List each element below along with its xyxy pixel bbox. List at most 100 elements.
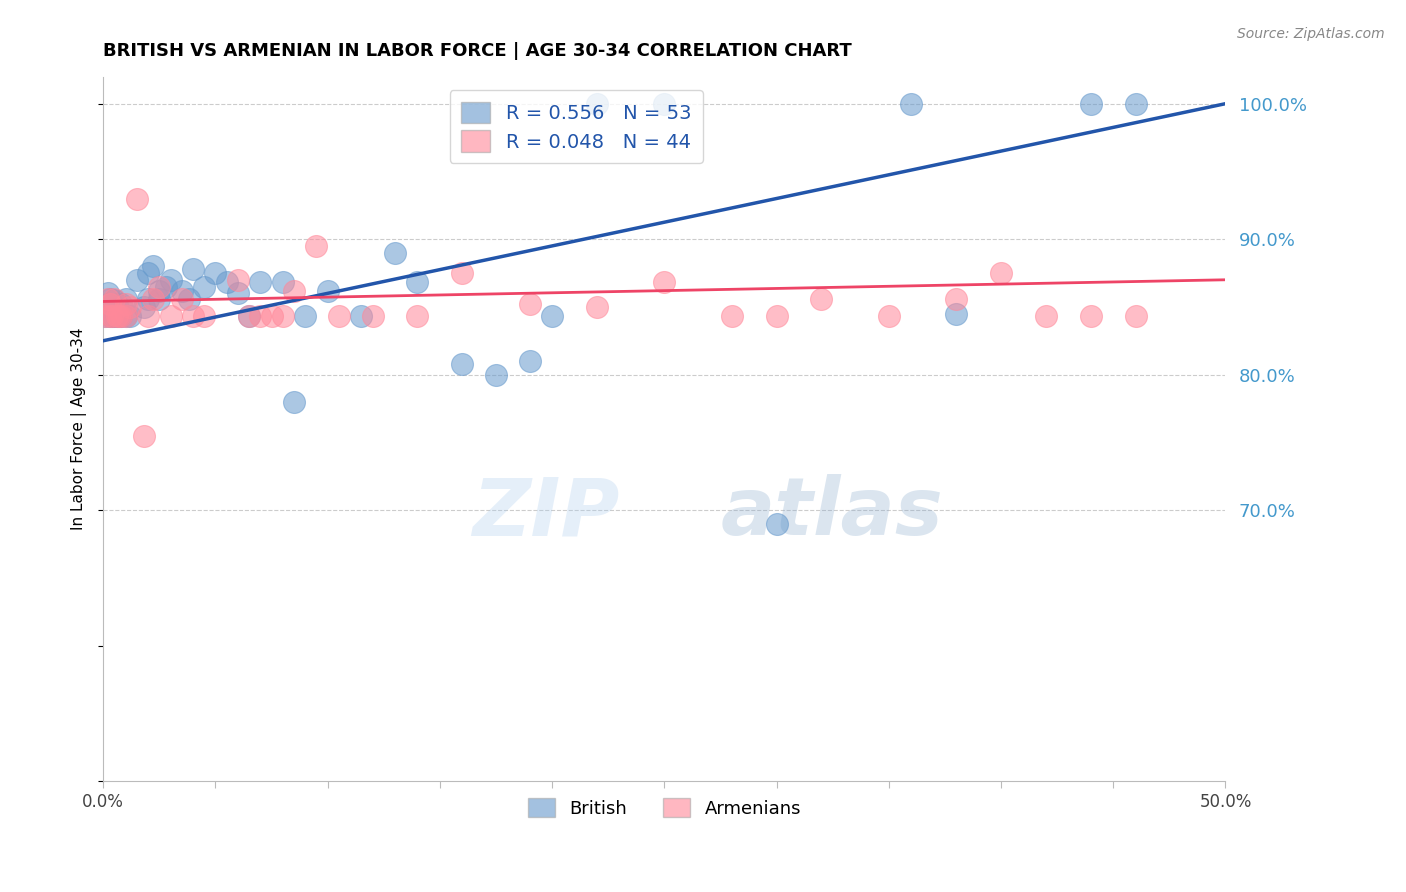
Point: [110, 297, 132, 311]
Point: [101, 310, 124, 324]
Point: [720, 310, 742, 324]
Point: [238, 310, 260, 324]
Point: [519, 297, 541, 311]
Point: [271, 276, 294, 290]
Point: [105, 310, 128, 324]
Point: [226, 286, 249, 301]
Point: [652, 96, 675, 111]
Point: [810, 292, 832, 306]
Point: [148, 284, 170, 298]
Point: [110, 310, 132, 324]
Point: [586, 96, 609, 111]
Point: [101, 302, 124, 317]
Point: [132, 428, 155, 442]
Point: [945, 292, 967, 306]
Text: ZIP: ZIP: [472, 475, 620, 552]
Point: [384, 245, 406, 260]
Point: [94, 310, 117, 324]
Point: [177, 292, 200, 306]
Point: [148, 279, 170, 293]
Point: [451, 266, 474, 280]
Point: [98, 297, 121, 311]
Point: [945, 307, 967, 321]
Point: [765, 516, 787, 531]
Point: [125, 273, 148, 287]
Point: [97, 286, 120, 301]
Point: [226, 273, 249, 287]
Point: [103, 293, 125, 307]
Point: [108, 310, 131, 324]
Point: [215, 276, 238, 290]
Point: [105, 297, 128, 311]
Y-axis label: In Labor Force | Age 30-34: In Labor Force | Age 30-34: [72, 327, 87, 530]
Point: [170, 284, 193, 298]
Point: [98, 310, 121, 324]
Point: [136, 292, 159, 306]
Point: [132, 300, 155, 314]
Legend: British, Armenians: British, Armenians: [520, 790, 808, 825]
Point: [110, 310, 132, 324]
Point: [120, 310, 142, 324]
Point: [283, 284, 305, 298]
Point: [193, 310, 215, 324]
Point: [114, 310, 136, 324]
Point: [159, 273, 181, 287]
Point: [136, 310, 159, 324]
Point: [148, 292, 170, 306]
Text: atlas: atlas: [720, 475, 943, 552]
Point: [136, 266, 159, 280]
Point: [193, 279, 215, 293]
Point: [294, 310, 316, 324]
Point: [350, 310, 373, 324]
Point: [451, 357, 474, 371]
Point: [142, 292, 165, 306]
Point: [114, 310, 136, 324]
Point: [204, 266, 226, 280]
Point: [105, 310, 128, 324]
Point: [652, 276, 675, 290]
Point: [159, 310, 181, 324]
Point: [485, 368, 508, 382]
Point: [181, 310, 204, 324]
Point: [142, 259, 165, 273]
Point: [406, 276, 429, 290]
Point: [94, 310, 117, 324]
Point: [249, 310, 271, 324]
Point: [990, 266, 1012, 280]
Text: Source: ZipAtlas.com: Source: ZipAtlas.com: [1237, 27, 1385, 41]
Point: [271, 310, 294, 324]
Point: [108, 310, 131, 324]
Point: [361, 310, 384, 324]
Point: [586, 300, 609, 314]
Point: [114, 292, 136, 306]
Point: [249, 276, 271, 290]
Point: [328, 310, 350, 324]
Point: [541, 310, 564, 324]
Point: [101, 310, 124, 324]
Point: [98, 310, 121, 324]
Point: [103, 292, 125, 306]
Point: [120, 300, 142, 314]
Point: [305, 239, 328, 253]
Point: [260, 310, 283, 324]
Point: [406, 310, 429, 324]
Point: [103, 310, 125, 324]
Point: [98, 292, 121, 306]
Point: [97, 292, 120, 306]
Point: [170, 292, 193, 306]
Point: [114, 297, 136, 311]
Point: [283, 394, 305, 409]
Point: [316, 284, 339, 298]
Point: [519, 354, 541, 368]
Point: [181, 262, 204, 277]
Point: [1080, 96, 1102, 111]
Point: [900, 96, 922, 111]
Point: [1125, 96, 1147, 111]
Point: [1080, 310, 1102, 324]
Point: [97, 297, 120, 311]
Point: [765, 310, 787, 324]
Point: [155, 279, 177, 293]
Point: [1125, 310, 1147, 324]
Text: BRITISH VS ARMENIAN IN LABOR FORCE | AGE 30-34 CORRELATION CHART: BRITISH VS ARMENIAN IN LABOR FORCE | AGE…: [103, 42, 852, 60]
Point: [125, 192, 148, 206]
